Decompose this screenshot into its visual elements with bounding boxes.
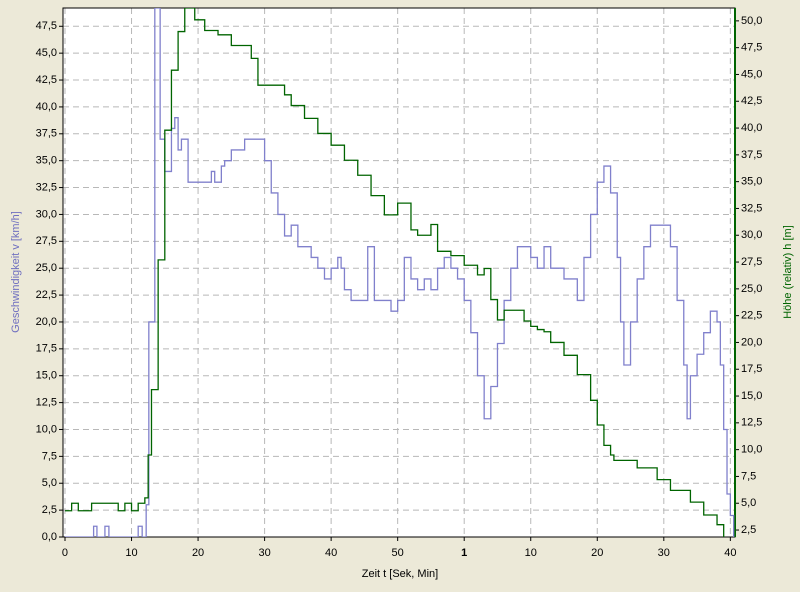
plot-area [63,8,735,537]
x-tick-label: 10 [525,547,537,559]
data-line [64,8,735,537]
y2-tick-label: 17,5 [741,363,762,375]
y2-tick-label: 35,0 [741,176,762,188]
y-tick-label: 17,5 [36,343,57,355]
x-tick-label: 1 [461,547,467,559]
series-group [64,8,735,537]
y-tick-label: 22,5 [36,289,57,301]
y-axis-label: Geschwindigkeit v [km/h] [10,211,22,333]
x-tick-label: 30 [658,547,670,559]
y2-tick-label: 12,5 [741,417,762,429]
y-tick-label: 30,0 [36,208,57,220]
y2-tick-label: 30,0 [741,229,762,241]
x-tick-label: 50 [392,547,404,559]
y2-tick-label: 20,0 [741,336,762,348]
y-tick-label: 25,0 [36,262,57,274]
y-tick-label: 45,0 [36,47,57,59]
y2-tick-label: 10,0 [741,444,762,456]
y-tick-label: 32,5 [36,181,57,193]
y2-tick-label: 15,0 [741,390,762,402]
y-tick-label: 27,5 [36,235,57,247]
y2-tick-label: 45,0 [741,68,762,80]
y2-tick-label: 27,5 [741,256,762,268]
y-tick-label: 20,0 [36,316,57,328]
x-tick-label: 10 [125,547,137,559]
y2-tick-label: 5,0 [741,497,756,509]
y-tick-label: 0,0 [42,531,57,543]
x-tick-label: 20 [192,547,204,559]
y2-tick-label: 22,5 [741,310,762,322]
y-tick-label: 2,5 [42,504,57,516]
y-tick-label: 12,5 [36,397,57,409]
y-tick-label: 40,0 [36,101,57,113]
y2-tick-label: 37,5 [741,149,762,161]
y2-tick-label: 40,0 [741,122,762,134]
y-tick-label: 7,5 [42,450,57,462]
y2-tick-label: 2,5 [741,524,756,536]
y-tick-label: 10,0 [36,423,57,435]
y2-tick-label: 50,0 [741,15,762,27]
y-tick-label: 15,0 [36,370,57,382]
y2-axis-label: Höhe (relativ) h [m] [782,225,794,319]
y2-tick-label: 7,5 [741,470,756,482]
y-tick-label: 35,0 [36,155,57,167]
x-axis-label: Zeit t [Sek, Min] [362,568,438,580]
y2-tick-label: 42,5 [741,95,762,107]
y-tick-label: 47,5 [36,20,57,32]
x-tick-label: 30 [258,547,270,559]
y-tick-label: 42,5 [36,74,57,86]
y-tick-label: 5,0 [42,477,57,489]
x-tick-label: 20 [591,547,603,559]
x-tick-label: 0 [62,547,68,559]
y2-tick-label: 25,0 [741,283,762,295]
y-tick-label: 37,5 [36,128,57,140]
data-line [64,8,725,537]
y2-tick-label: 47,5 [741,42,762,54]
y2-tick-label: 32,5 [741,202,762,214]
x-tick-label: 40 [724,547,736,559]
x-tick-label: 40 [325,547,337,559]
